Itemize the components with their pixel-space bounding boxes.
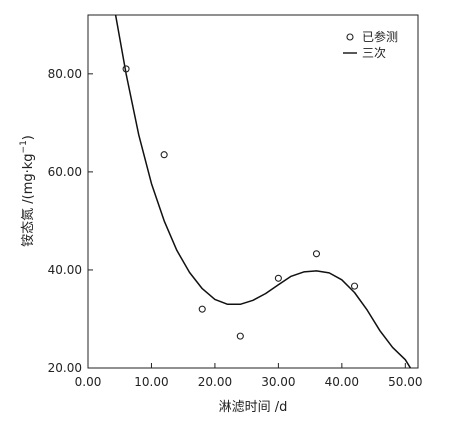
x-tick-label: 10.00 — [134, 375, 168, 389]
legend: 已参测 三次 — [343, 29, 398, 60]
data-point — [160, 151, 168, 159]
data-point — [236, 332, 244, 340]
scatter-points-layer — [122, 65, 359, 340]
y-axis-label-superscript: −1 — [19, 140, 29, 153]
x-tick-label: 20.00 — [198, 375, 232, 389]
x-tick-label: 0.00 — [75, 375, 102, 389]
data-point — [274, 274, 282, 282]
data-point — [350, 282, 359, 290]
y-axis-label-main: 铵态氮 /(mg·kg — [21, 153, 36, 246]
y-tick-label: 60.00 — [48, 165, 82, 179]
cubic-fit-line — [114, 15, 412, 368]
y-axis-label: 铵态氮 /(mg·kg−1) — [19, 135, 36, 247]
plot-frame — [87, 14, 419, 369]
y-tick-label: 80.00 — [48, 67, 82, 81]
legend-marker-scatter — [346, 33, 354, 41]
fit-curve-layer — [114, 15, 412, 368]
legend-label-line: 三次 — [362, 46, 386, 60]
y-axis-label-tail: ) — [21, 135, 36, 140]
plot-border — [87, 14, 419, 369]
data-point — [312, 250, 321, 258]
data-point — [122, 65, 130, 73]
x-tick-label: 30.00 — [261, 375, 295, 389]
x-tick-label: 40.00 — [325, 375, 359, 389]
x-tick-label: 50.00 — [388, 375, 422, 389]
y-tick-label: 40.00 — [48, 263, 82, 277]
y-axis: 20.00 40.00 60.00 80.00 — [48, 67, 93, 375]
y-tick-label: 20.00 — [48, 361, 82, 375]
x-axis-label: 淋滤时间 /d — [219, 400, 288, 415]
data-point — [198, 305, 206, 313]
legend-label-scatter: 已参测 — [362, 29, 398, 44]
x-axis: 0.00 10.00 20.00 30.00 40.00 50.00 — [75, 363, 422, 389]
